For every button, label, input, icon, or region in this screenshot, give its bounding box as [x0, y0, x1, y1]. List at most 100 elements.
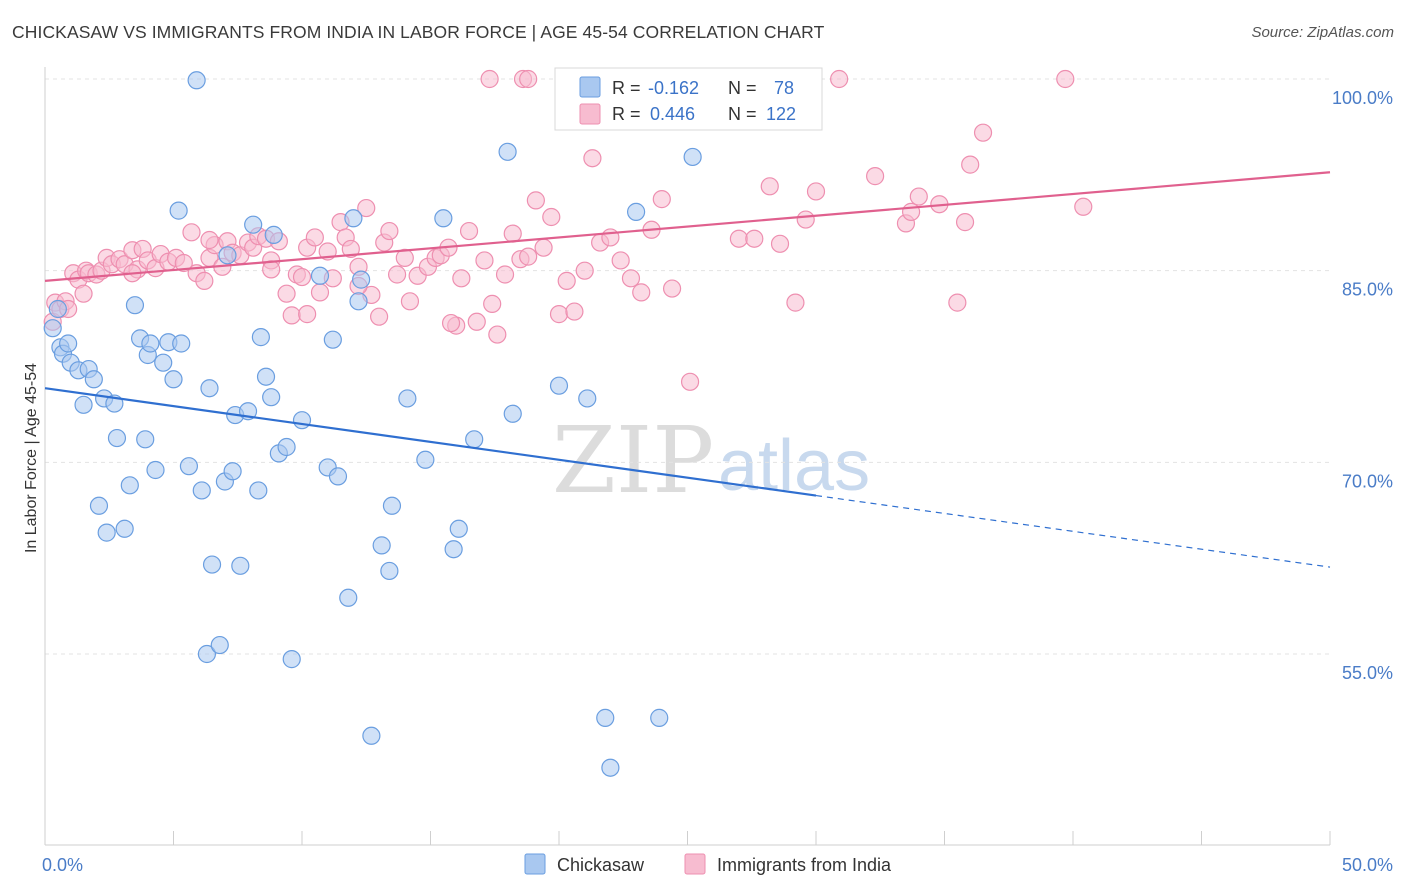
- data-point-india: [441, 313, 461, 333]
- data-point-india: [770, 234, 790, 253]
- legend-r-value-2: 0.446: [650, 104, 695, 124]
- data-point-chickasaw: [601, 758, 620, 777]
- data-point-chickasaw: [578, 389, 597, 408]
- data-point-chickasaw: [596, 708, 615, 727]
- data-point-chickasaw: [97, 523, 116, 542]
- data-point-india: [955, 213, 975, 232]
- data-point-chickasaw: [380, 561, 399, 581]
- trend-line-chickasaw: [44, 387, 817, 497]
- data-point-india: [652, 190, 671, 209]
- y-tick-labels: 100.0% 85.0% 70.0% 55.0%: [1332, 88, 1393, 683]
- bottom-legend-chickasaw: Chickasaw: [557, 855, 645, 875]
- y-tick-label: 100.0%: [1332, 88, 1393, 108]
- data-point-chickasaw: [256, 367, 276, 386]
- data-point-chickasaw: [141, 334, 160, 353]
- data-point-chickasaw: [202, 555, 222, 574]
- data-point-india: [475, 251, 494, 270]
- data-point-chickasaw: [251, 328, 270, 347]
- data-point-chickasaw: [169, 201, 188, 220]
- data-point-india: [583, 149, 602, 168]
- data-point-india: [830, 69, 849, 89]
- data-point-chickasaw: [187, 71, 206, 90]
- data-point-india: [305, 228, 324, 247]
- data-point-chickasaw: [223, 462, 242, 481]
- data-point-chickasaw: [349, 292, 368, 311]
- data-point-chickasaw: [449, 519, 468, 538]
- watermark: ZIP atlas: [552, 407, 870, 514]
- data-point-chickasaw: [434, 209, 453, 228]
- data-point-chickasaw: [89, 496, 109, 515]
- legend-n-label-2: N =: [728, 104, 757, 124]
- data-point-chickasaw: [192, 481, 211, 500]
- data-point-india: [277, 284, 296, 303]
- data-point-chickasaw: [352, 270, 371, 289]
- data-point-chickasaw: [136, 430, 155, 449]
- data-point-india: [575, 261, 594, 280]
- data-point-chickasaw: [503, 404, 522, 423]
- data-point-india: [298, 305, 317, 324]
- data-point-india: [519, 69, 538, 89]
- bottom-legend: Chickasaw Immigrants from India: [524, 853, 892, 875]
- axes: [44, 67, 1331, 846]
- data-point-chickasaw: [277, 437, 296, 457]
- bottom-legend-swatch-india: [684, 853, 706, 875]
- y-tick-label: 70.0%: [1342, 471, 1393, 491]
- data-point-india: [611, 251, 630, 270]
- data-point-chickasaw: [339, 588, 358, 607]
- data-point-india: [488, 325, 507, 344]
- data-point-chickasaw: [107, 428, 127, 448]
- data-point-india: [745, 229, 764, 248]
- data-point-chickasaw: [264, 225, 283, 244]
- data-point-india: [503, 224, 522, 243]
- data-point-india: [973, 123, 993, 142]
- data-point-chickasaw: [164, 370, 183, 389]
- legend-r-label-2: R =: [612, 104, 641, 124]
- data-point-india: [549, 305, 569, 324]
- data-point-chickasaw: [683, 147, 702, 167]
- trend-line-india: [44, 171, 1331, 282]
- chart-title: CHICKASAW VS IMMIGRANTS FROM INDIA IN LA…: [12, 22, 825, 42]
- data-point-india: [357, 198, 376, 218]
- data-point-india: [174, 253, 193, 273]
- data-point-india: [387, 265, 407, 284]
- data-point-india: [760, 177, 779, 196]
- data-point-india: [467, 312, 486, 331]
- data-point-chickasaw: [249, 481, 268, 500]
- data-point-chickasaw: [344, 209, 363, 228]
- data-point-india: [519, 247, 538, 266]
- data-point-chickasaw: [84, 370, 103, 389]
- data-point-chickasaw: [146, 460, 165, 480]
- data-point-india: [680, 372, 700, 391]
- data-point-india: [909, 187, 928, 206]
- series-chickasaw-points: [43, 71, 702, 777]
- data-point-india: [452, 269, 471, 288]
- data-point-india: [459, 221, 479, 241]
- source-label: Source: ZipAtlas.com: [1251, 24, 1394, 41]
- data-point-chickasaw: [549, 376, 569, 395]
- data-point-india: [948, 293, 967, 312]
- data-point-chickasaw: [179, 457, 199, 476]
- data-point-india: [632, 283, 651, 302]
- data-point-india: [1056, 69, 1075, 89]
- data-point-india: [806, 182, 826, 201]
- data-point-chickasaw: [115, 519, 134, 538]
- data-point-chickasaw: [48, 299, 67, 319]
- data-point-chickasaw: [262, 388, 281, 407]
- y-tick-label: 85.0%: [1342, 280, 1393, 300]
- data-point-india: [786, 293, 805, 312]
- data-point-chickasaw: [154, 353, 173, 372]
- data-point-india: [796, 210, 815, 229]
- data-point-chickasaw: [328, 467, 348, 486]
- data-point-india: [262, 260, 281, 279]
- data-point-chickasaw: [310, 266, 330, 285]
- data-point-chickasaw: [244, 215, 263, 234]
- data-point-chickasaw: [626, 202, 646, 221]
- data-point-india: [901, 202, 921, 221]
- data-point-chickasaw: [120, 476, 139, 495]
- data-point-chickasaw: [382, 496, 402, 515]
- data-point-india: [621, 269, 641, 288]
- data-point-chickasaw: [197, 644, 217, 664]
- data-point-india: [370, 307, 389, 326]
- y-axis-title: In Labor Force | Age 45-54: [23, 363, 40, 553]
